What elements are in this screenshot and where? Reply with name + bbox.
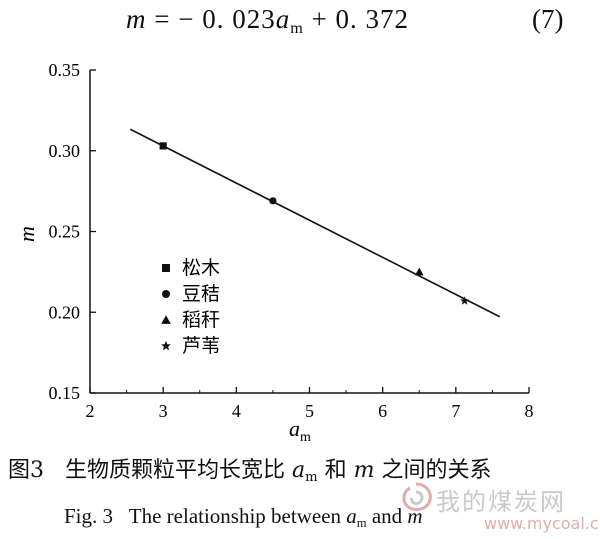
caption-en-var: a xyxy=(346,504,357,528)
fit-line xyxy=(129,128,501,318)
caption-cn-var-sub: m xyxy=(305,469,318,485)
legend-label: 稻秆 xyxy=(182,309,220,331)
equation-line: m = − 0. 023am + 0. 372 (7) xyxy=(0,0,600,46)
x-tick-label: 3 xyxy=(159,401,168,421)
caption-cn-and: 和 xyxy=(324,458,347,483)
x-axis-label-sub: m xyxy=(300,430,311,444)
figure-caption-chinese: 图3 生物质颗粒平均长宽比 am 和 m 之间的关系 xyxy=(8,452,492,485)
data-point-triangle xyxy=(414,267,424,276)
figure-caption-english: Fig. 3 The relationship between am and m xyxy=(64,504,423,531)
caption-cn-tail: 之间的关系 xyxy=(381,458,492,483)
y-tick-label: 0.25 xyxy=(49,222,81,242)
x-tick-label: 6 xyxy=(378,401,387,421)
x-tick-label: 8 xyxy=(525,401,534,421)
x-tick-label: 7 xyxy=(451,401,460,421)
y-tick-label: 0.30 xyxy=(49,141,81,161)
legend-marker-star xyxy=(161,340,171,351)
x-axis-label: am xyxy=(289,416,311,444)
caption-en-prefix: Fig. 3 xyxy=(64,504,114,528)
watermark-url: www.mycoal.cn xyxy=(484,514,600,533)
watermark-text: 我的煤炭网 xyxy=(436,488,566,516)
equation-eq: = − 0. 023 xyxy=(146,4,276,34)
equation: m = − 0. 023am + 0. 372 xyxy=(126,4,409,38)
equation-var: a xyxy=(275,4,291,34)
axes xyxy=(89,70,529,394)
equation-lhs: m xyxy=(126,4,147,34)
y-tick-label: 0.15 xyxy=(49,383,81,403)
data-point-star xyxy=(460,296,470,305)
equation-tail: + 0. 372 xyxy=(303,4,410,34)
y-tick-label: 0.20 xyxy=(49,302,81,322)
x-tick-label: 5 xyxy=(305,401,314,421)
caption-cn-mid: 生物质颗粒平均长宽比 xyxy=(64,458,285,483)
y-tick-label: 0.35 xyxy=(49,60,81,80)
data-point-circle xyxy=(269,197,277,205)
legend-label: 芦苇 xyxy=(182,335,220,357)
caption-cn-var: a xyxy=(292,458,306,483)
data-point-square xyxy=(159,142,167,150)
watermark-logo-icon xyxy=(402,482,432,512)
caption-cn-prefix: 图3 xyxy=(8,458,44,483)
legend-label: 豆秸 xyxy=(182,283,220,305)
y-axis-label: m xyxy=(14,226,39,242)
watermark: 我的煤炭网 www.mycoal.cn xyxy=(392,480,600,536)
caption-en-mid: The relationship between xyxy=(128,504,342,528)
equation-number: (7) xyxy=(532,4,564,34)
legend-marker-triangle xyxy=(161,315,171,324)
caption-cn-var2: m xyxy=(353,458,375,483)
legend-label: 松木 xyxy=(182,257,220,279)
legend-marker-circle xyxy=(162,290,170,298)
legend-marker-square xyxy=(162,264,170,272)
x-axis-label-var: a xyxy=(289,416,300,441)
x-tick-label: 4 xyxy=(232,401,241,421)
x-tick-label: 2 xyxy=(86,401,95,421)
caption-en-and: and xyxy=(371,504,403,528)
equation-var-sub: m xyxy=(290,18,304,37)
caption-en-var-sub: m xyxy=(356,515,367,530)
